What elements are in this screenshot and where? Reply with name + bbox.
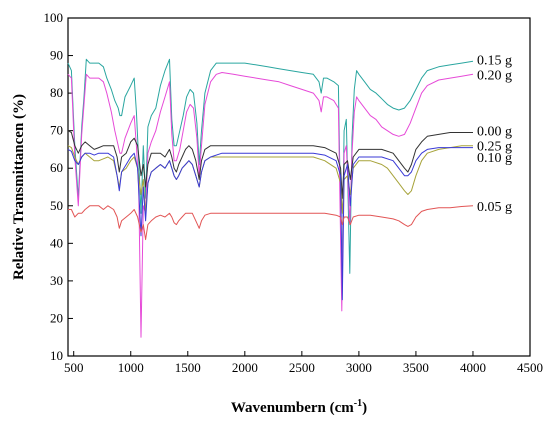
y-tick-label: 30	[50, 273, 63, 288]
plot-frame	[67, 17, 531, 357]
x-tick-label: 3500	[403, 360, 429, 375]
series-label-0-00-g: 0.00 g	[477, 125, 512, 140]
series-label-0-20-g: 0.20 g	[477, 68, 512, 83]
y-tick-label: 70	[50, 123, 63, 138]
y-tick-label: 50	[50, 198, 63, 213]
y-axis-title: Relative Transmittancen (%)	[11, 94, 27, 280]
x-tick-label: 1500	[175, 360, 201, 375]
y-tick-label: 40	[50, 235, 63, 250]
series-line-0-10-g	[67, 147, 473, 301]
series-label-0-25-g: 0.25 g	[477, 140, 512, 155]
x-tick-label: 2500	[289, 360, 315, 375]
y-tick-label: 60	[50, 160, 63, 175]
series-labels: 0.15 g0.20 g 0.00 g0.25 g0.10 g 0.05 g	[477, 53, 512, 214]
series-label-0-05-g: 0.05 g	[477, 200, 512, 215]
x-tick-label: 2000	[232, 360, 258, 375]
x-tick-label: 4500	[517, 360, 543, 375]
series-lines	[67, 58, 474, 338]
series-line-0-00-g	[67, 130, 473, 199]
x-axis-title: Wavenumbern (cm-1)	[231, 398, 367, 416]
x-tick-label: 1000	[118, 360, 144, 375]
y-tick-label: 80	[50, 85, 63, 100]
series-line-0-15-g	[67, 58, 474, 289]
x-tick-label: 3000	[346, 360, 372, 375]
series-label-0-15-g: 0.15 g	[477, 53, 512, 68]
y-tick-label: 100	[44, 10, 64, 25]
y-tick-label: 10	[50, 348, 63, 363]
x-axis-ticks: 500 1000 1500 2000 2500 3000 3500 4000 4500	[64, 351, 543, 375]
series-line-0-20-g	[67, 72, 474, 338]
x-tick-label: 4000	[460, 360, 486, 375]
y-tick-label: 90	[50, 48, 63, 63]
series-line-0-25-g	[67, 145, 473, 214]
y-tick-label: 20	[50, 310, 63, 325]
series-label-0-10-g: 0.10 g	[477, 151, 512, 166]
y-axis-ticks: 10 20 30 40 50 60 70 80 90 100	[44, 10, 73, 363]
x-tick-label: 500	[64, 360, 84, 375]
series-line-0-05-g	[68, 205, 474, 241]
